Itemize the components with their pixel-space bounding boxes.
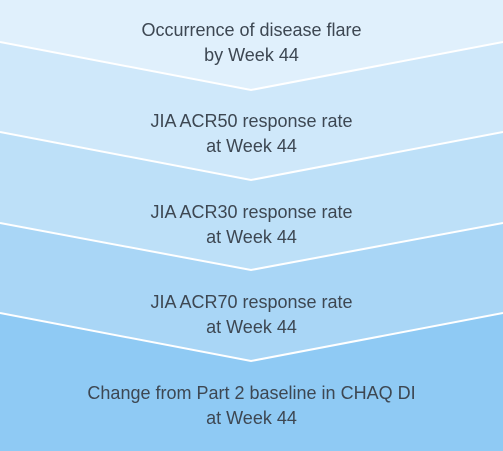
chevron-separator-4	[0, 312, 503, 363]
step-4-timepoint: at Week 44	[206, 317, 297, 337]
step-4-label: JIA ACR70 response rate at Week 44	[0, 290, 503, 340]
step-3-timepoint: at Week 44	[206, 227, 297, 247]
step-2-title: JIA ACR50 response rate	[150, 111, 353, 131]
chevron-separator-3	[0, 222, 503, 272]
step-2-timepoint: at Week 44	[206, 136, 297, 156]
step-3-label: JIA ACR30 response rate at Week 44	[0, 200, 503, 250]
step-2-label: JIA ACR50 response rate at Week 44	[0, 109, 503, 159]
chevron-separator-1	[0, 41, 503, 92]
step-1-title: Occurrence of disease flare	[141, 20, 362, 40]
step-3-title: JIA ACR30 response rate	[150, 202, 353, 222]
step-5-timepoint: at Week 44	[206, 408, 297, 428]
step-1-timepoint: by Week 44	[204, 45, 299, 65]
chevron-separator-2	[0, 131, 503, 182]
step-1-label: Occurrence of disease flare by Week 44	[0, 18, 503, 68]
chevron-band-5	[0, 313, 503, 451]
step-5-label: Change from Part 2 baseline in CHAQ DI a…	[0, 381, 503, 431]
step-5-title: Change from Part 2 baseline in CHAQ DI	[87, 383, 416, 403]
step-4-title: JIA ACR70 response rate	[150, 292, 353, 312]
